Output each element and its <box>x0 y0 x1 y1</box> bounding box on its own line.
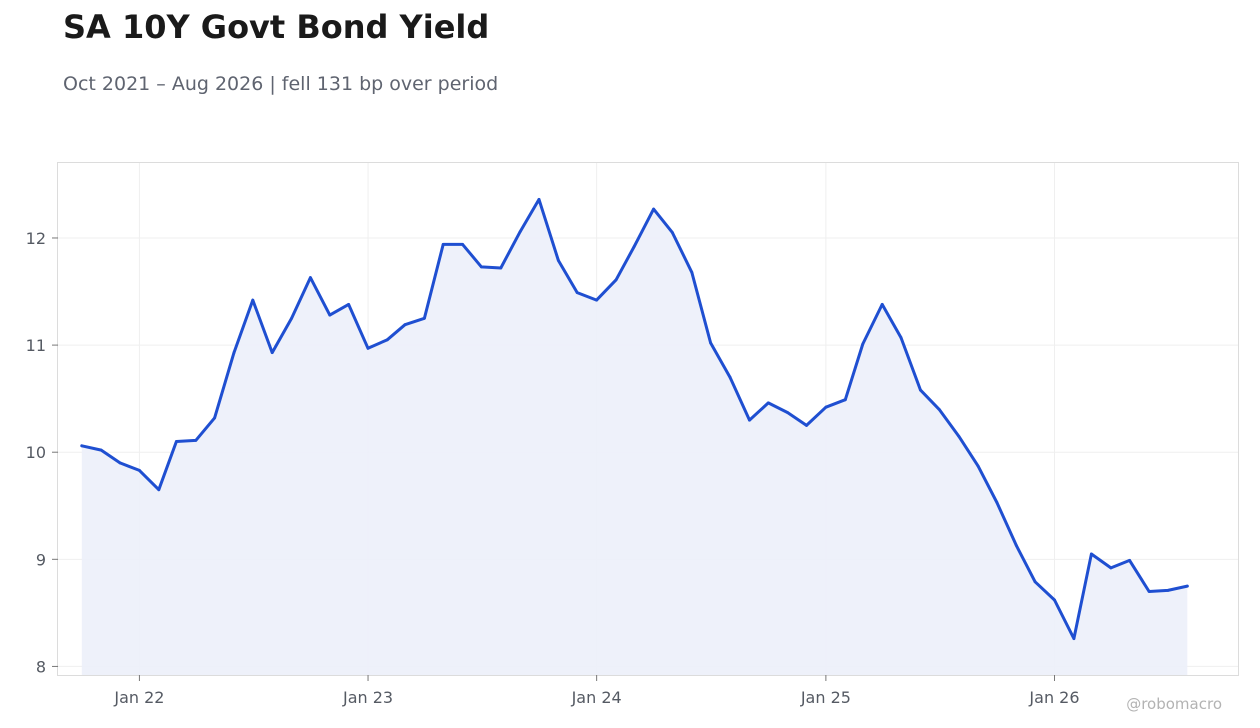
x-tick-label: Jan 25 <box>800 688 851 707</box>
data-point <box>575 291 579 294</box>
data-point <box>80 444 84 448</box>
data-point <box>786 411 790 414</box>
data-point <box>766 401 770 405</box>
y-tick-label: 9 <box>36 550 46 569</box>
data-point <box>824 405 828 409</box>
data-point <box>309 276 312 279</box>
x-tick-label: Jan 26 <box>1028 688 1079 707</box>
data-point <box>270 351 274 354</box>
data-point <box>1185 584 1189 588</box>
data-point <box>461 243 464 246</box>
data-point <box>1053 598 1056 602</box>
data-point <box>1090 552 1093 556</box>
data-point <box>499 266 503 270</box>
data-point <box>403 323 407 327</box>
data-point <box>518 230 522 234</box>
data-point <box>632 245 636 248</box>
data-point <box>480 265 483 269</box>
data-point <box>861 342 865 346</box>
data-point <box>118 461 122 465</box>
data-point <box>1128 559 1131 562</box>
data-point <box>537 198 541 201</box>
plot-frame <box>57 162 1239 676</box>
y-tick-label: 11 <box>26 336 46 355</box>
data-point <box>899 336 903 339</box>
data-point <box>290 316 293 320</box>
x-tick-label: Jan 23 <box>342 688 393 707</box>
data-point <box>328 313 332 317</box>
data-point <box>880 303 884 306</box>
yield-area-fill <box>81 199 1188 675</box>
x-tick-label: Jan 22 <box>113 688 164 707</box>
data-point <box>1033 580 1037 584</box>
data-point <box>1147 590 1151 593</box>
data-point <box>1109 566 1113 570</box>
data-point <box>423 316 426 320</box>
data-point <box>366 346 370 350</box>
data-point <box>937 408 941 411</box>
data-point <box>557 259 560 262</box>
y-tick-label: 10 <box>26 443 46 462</box>
data-point <box>157 488 161 492</box>
data-point <box>614 278 618 282</box>
data-point <box>213 416 217 420</box>
data-point <box>709 341 712 345</box>
data-point <box>194 439 198 442</box>
data-point <box>1166 589 1170 592</box>
x-axis-ticks: Jan 22 Jan 23 Jan 24 Jan 25 Jan 26 <box>113 675 1080 707</box>
data-point <box>976 464 980 468</box>
watermark-text: @robomacro <box>1126 695 1222 713</box>
data-point <box>671 231 674 235</box>
data-point <box>1072 637 1076 640</box>
data-point <box>347 303 350 306</box>
data-point <box>919 388 922 392</box>
data-point <box>995 501 999 504</box>
data-point <box>138 469 141 472</box>
data-point <box>232 351 236 354</box>
data-point <box>652 207 655 211</box>
chart-title: SA 10Y Govt Bond Yield <box>63 8 490 46</box>
y-tick-label: 12 <box>26 229 46 248</box>
data-point <box>805 424 808 427</box>
data-point <box>441 243 445 246</box>
data-point <box>386 338 389 342</box>
y-axis-ticks: 8 9 10 11 12 <box>26 229 58 676</box>
chart-subtitle: Oct 2021 – Aug 2026 | fell 131 bp over p… <box>63 73 499 95</box>
data-point <box>748 418 751 422</box>
y-tick-label: 8 <box>36 657 46 676</box>
data-point <box>251 298 255 302</box>
data-point <box>728 375 732 379</box>
x-tick-label: Jan 24 <box>571 688 622 707</box>
data-point <box>957 434 961 438</box>
data-point <box>690 270 694 274</box>
data-point <box>99 448 103 452</box>
data-points <box>80 198 1189 640</box>
data-point <box>175 440 178 443</box>
data-point <box>1014 544 1018 547</box>
data-point <box>595 298 598 302</box>
data-point <box>843 398 847 402</box>
